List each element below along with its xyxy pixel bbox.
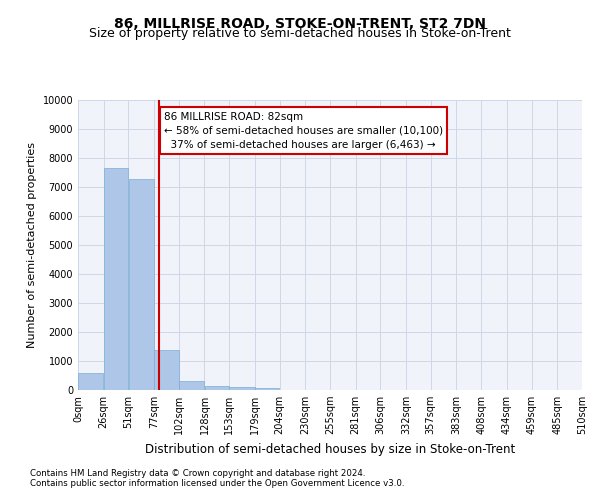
Bar	[104, 168, 128, 390]
Text: 86 MILLRISE ROAD: 82sqm
← 58% of semi-detached houses are smaller (10,100)
  37%: 86 MILLRISE ROAD: 82sqm ← 58% of semi-de…	[164, 112, 443, 150]
Text: Contains HM Land Registry data © Crown copyright and database right 2024.: Contains HM Land Registry data © Crown c…	[30, 468, 365, 477]
Text: Size of property relative to semi-detached houses in Stoke-on-Trent: Size of property relative to semi-detach…	[89, 28, 511, 40]
Text: 86, MILLRISE ROAD, STOKE-ON-TRENT, ST2 7DN: 86, MILLRISE ROAD, STOKE-ON-TRENT, ST2 7…	[114, 18, 486, 32]
Bar	[128, 179, 154, 390]
Bar	[154, 350, 179, 390]
Bar	[179, 380, 204, 390]
Bar	[255, 388, 280, 390]
Bar	[229, 386, 254, 390]
Text: Contains public sector information licensed under the Open Government Licence v3: Contains public sector information licen…	[30, 478, 404, 488]
Y-axis label: Number of semi-detached properties: Number of semi-detached properties	[27, 142, 37, 348]
Bar	[78, 374, 103, 390]
X-axis label: Distribution of semi-detached houses by size in Stoke-on-Trent: Distribution of semi-detached houses by …	[145, 442, 515, 456]
Bar	[205, 386, 229, 390]
